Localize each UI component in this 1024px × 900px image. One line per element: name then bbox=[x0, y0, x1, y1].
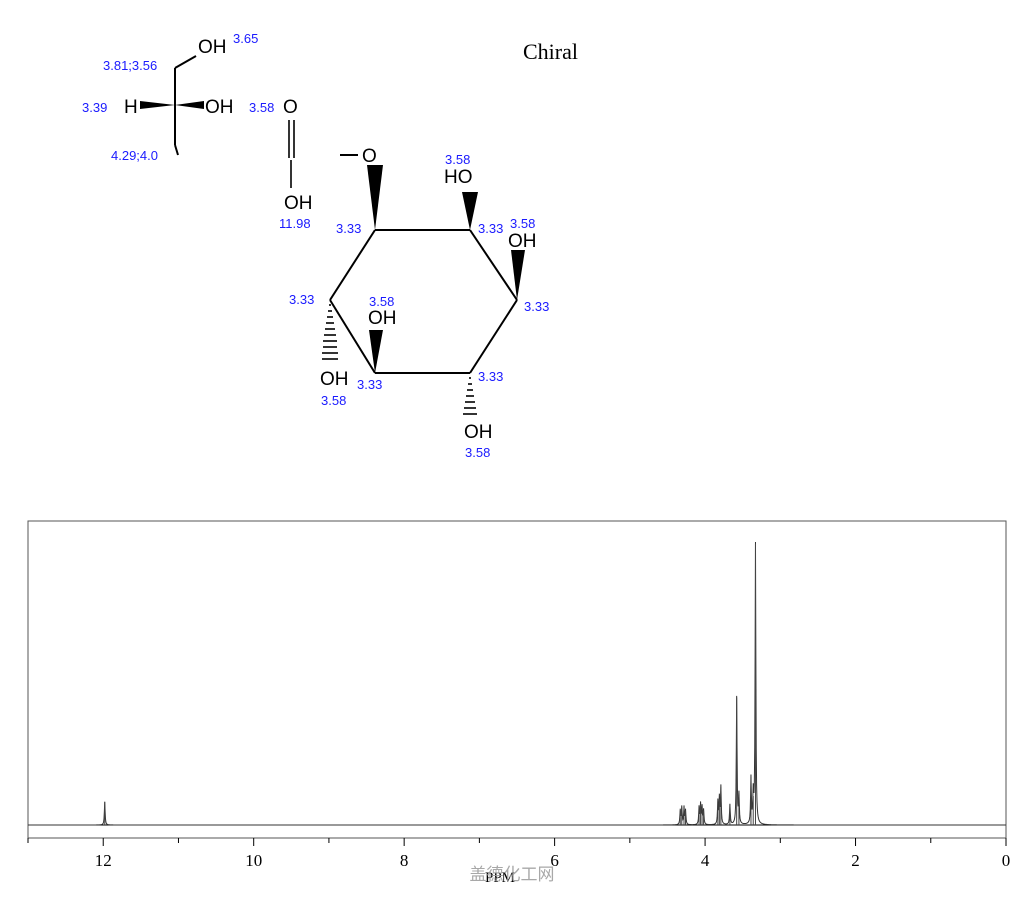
atom-oh-mid: OH bbox=[205, 97, 234, 118]
shift-label: 3.33 bbox=[478, 369, 503, 384]
shift-label: 3.33 bbox=[357, 377, 382, 392]
shift-label: 3.33 bbox=[478, 221, 503, 236]
shift-label: 3.39 bbox=[82, 100, 107, 115]
x-tick-label: 8 bbox=[400, 851, 409, 870]
shift-label: 3.58 bbox=[465, 445, 490, 460]
x-tick-label: 0 bbox=[1002, 851, 1011, 870]
x-axis-ticks bbox=[27, 838, 1007, 846]
atom-h-left: H bbox=[124, 97, 138, 118]
shift-label: 4.29;4.0 bbox=[111, 148, 158, 163]
atom-oh-acid: OH bbox=[284, 193, 313, 214]
x-tick-label: 12 bbox=[95, 851, 112, 870]
shift-label: 3.65 bbox=[233, 31, 258, 46]
hash-bond bbox=[322, 304, 338, 360]
shift-label: 3.33 bbox=[289, 292, 314, 307]
atom-o-carbonyl: O bbox=[283, 97, 298, 118]
x-tick-label: 4 bbox=[701, 851, 710, 870]
wedge-bond bbox=[462, 192, 478, 230]
shift-label: 3.81;3.56 bbox=[103, 58, 157, 73]
wedge-bond-left bbox=[140, 101, 175, 109]
peak-marks bbox=[104, 543, 756, 825]
chiral-label: Chiral bbox=[523, 39, 578, 64]
shift-label: 3.33 bbox=[524, 299, 549, 314]
ring-bonds bbox=[329, 154, 518, 374]
wedge-bond bbox=[367, 165, 383, 230]
glycerol-bonds bbox=[174, 55, 197, 156]
wedge-bond bbox=[511, 250, 525, 300]
spectrum-line bbox=[28, 541, 1006, 826]
atom-oh-ring: OH bbox=[464, 422, 493, 443]
molecule-structure: Chiral OH H OH 3.65 3.81;3.56 3.39 4.29;… bbox=[82, 31, 578, 460]
hash-bond bbox=[463, 377, 477, 415]
x-axis-label: PPM bbox=[485, 870, 515, 886]
x-tick-label: 6 bbox=[550, 851, 559, 870]
atom-oh-ring: OH bbox=[368, 308, 397, 329]
atom-oh-top: OH bbox=[198, 37, 227, 58]
x-tick-label: 2 bbox=[851, 851, 860, 870]
shift-label: 3.58 bbox=[249, 100, 274, 115]
shift-label: 11.98 bbox=[279, 216, 311, 231]
wedge-bond-right bbox=[175, 101, 204, 109]
plot-frame bbox=[27, 520, 1007, 839]
shift-label: 3.58 bbox=[321, 393, 346, 408]
shift-label: 3.58 bbox=[510, 216, 535, 231]
atom-o-ether: O bbox=[362, 146, 377, 167]
wedge-bond bbox=[369, 330, 383, 373]
acid-bonds bbox=[288, 120, 295, 188]
watermark: 盖德化工网 bbox=[470, 865, 555, 885]
x-axis-tick-labels: 12 10 8 6 4 2 0 bbox=[95, 851, 1011, 870]
atom-ho-ring: HO bbox=[444, 167, 473, 188]
x-tick-label: 10 bbox=[245, 851, 262, 870]
shift-label: 3.33 bbox=[336, 221, 361, 236]
atom-oh-ring: OH bbox=[320, 369, 349, 390]
shift-label: 3.58 bbox=[369, 294, 394, 309]
atom-oh-ring: OH bbox=[508, 231, 537, 252]
shift-label: 3.58 bbox=[445, 152, 470, 167]
